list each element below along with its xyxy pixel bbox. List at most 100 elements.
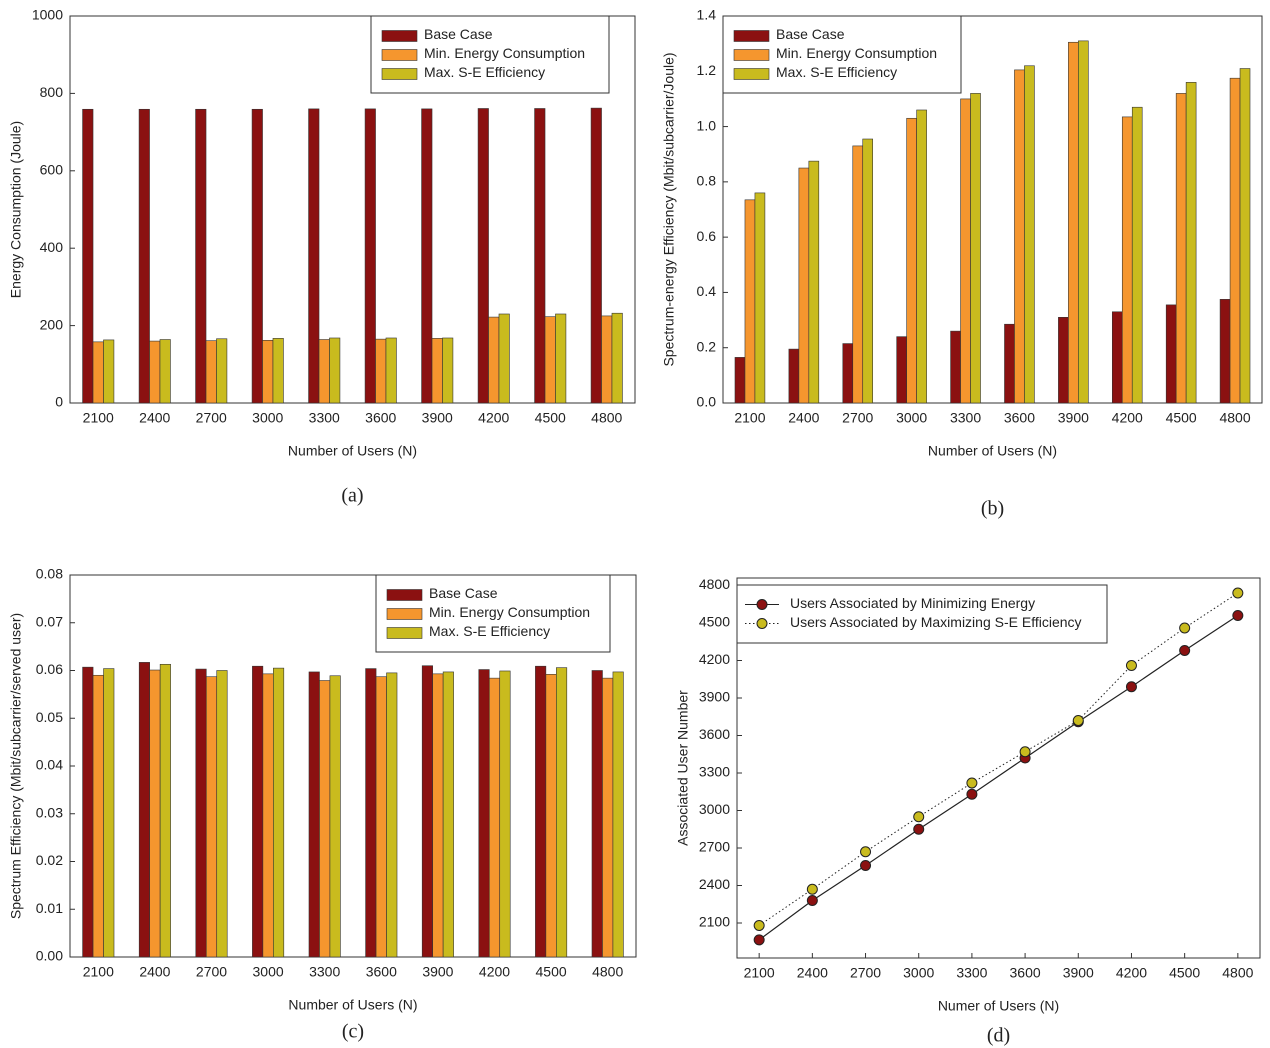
y-tick-label: 0.0 [697, 394, 717, 410]
marker [860, 860, 872, 871]
legend-swatch [381, 30, 418, 42]
marker [1232, 587, 1244, 599]
bar [1014, 69, 1025, 404]
bar [1131, 106, 1143, 404]
bar [556, 667, 568, 958]
bar [159, 339, 171, 404]
legend-swatch [381, 68, 418, 80]
y-axis-label: Energy Consumption (Joule) [8, 121, 24, 298]
y-tick-label: 2100 [699, 914, 730, 930]
bar [318, 339, 330, 404]
y-tick-label: 0.4 [697, 283, 717, 299]
bar [808, 160, 820, 404]
bar [970, 93, 981, 404]
x-tick-label: 4800 [1222, 965, 1253, 981]
legend-label: Base Case [776, 26, 845, 42]
caption: (b) [981, 498, 1004, 520]
y-tick-label: 3300 [699, 764, 730, 780]
y-tick-label: 0.6 [697, 228, 717, 244]
x-tick-label: 4200 [479, 964, 510, 980]
bar [272, 338, 284, 404]
bar [1121, 116, 1133, 404]
bar [734, 357, 746, 404]
bar [488, 677, 501, 958]
bar [252, 665, 264, 958]
legend-label: Users Associated by Minimizing Energy [790, 595, 1035, 611]
bar [1185, 82, 1197, 404]
marker [1072, 715, 1084, 726]
x-tick-label: 3600 [365, 410, 396, 426]
x-tick-label: 3300 [309, 964, 340, 980]
bar [386, 672, 398, 958]
y-tick-label: 200 [40, 316, 64, 332]
y-tick-label: 3900 [699, 689, 730, 705]
bar [1229, 77, 1241, 404]
y-tick-label: 0.08 [36, 566, 63, 582]
bar [1111, 311, 1123, 404]
legend-label: Users Associated by Maximizing S-E Effic… [790, 614, 1082, 630]
bar [365, 668, 377, 958]
bar [364, 108, 376, 404]
marker [1125, 660, 1137, 671]
y-tick-label: 0.00 [36, 948, 63, 964]
bar [138, 108, 150, 404]
bar [862, 138, 874, 404]
x-tick-label: 4500 [535, 410, 566, 426]
bar [555, 313, 567, 404]
y-tick-label: 800 [40, 84, 64, 100]
x-tick-label: 2100 [744, 965, 775, 981]
bar [195, 108, 207, 404]
bar [590, 107, 602, 404]
x-tick-label: 4200 [1116, 965, 1147, 981]
x-tick-label: 2100 [83, 964, 114, 980]
bar [262, 340, 274, 404]
x-tick-label: 2400 [797, 965, 828, 981]
x-tick-label: 2400 [139, 964, 170, 980]
y-tick-label: 0 [55, 394, 63, 410]
x-tick-label: 3300 [956, 965, 987, 981]
legend: Base Case Min. Energy Consumption Max. S-E… [370, 15, 610, 94]
bar [478, 669, 490, 958]
y-axis-label: Associated User Number [675, 690, 691, 846]
series-line [758, 614, 1239, 941]
bar [1024, 65, 1035, 404]
y-tick-label: 0.03 [36, 804, 63, 820]
y-tick-label: 4500 [699, 614, 730, 630]
bar [216, 670, 228, 958]
x-tick-label: 3900 [1058, 410, 1089, 426]
x-tick-label: 2700 [850, 965, 881, 981]
bar [852, 145, 864, 404]
bar [103, 339, 115, 404]
bar [1219, 299, 1231, 404]
bar [744, 199, 756, 404]
bar [798, 167, 810, 404]
bar [216, 338, 228, 404]
plot-frame [722, 15, 1263, 404]
caption: (a) [341, 485, 363, 507]
y-tick-label: 0.02 [36, 852, 63, 868]
bar [329, 337, 341, 404]
legend-label: Base Case [429, 585, 498, 601]
y-tick-label: 3600 [699, 726, 730, 742]
bar [754, 192, 766, 404]
bar [82, 108, 94, 404]
bar [611, 312, 623, 404]
y-tick-label: 2700 [699, 839, 730, 855]
y-tick-label: 0.8 [697, 173, 717, 189]
legend-label: Max. S-E Efficiency [776, 64, 897, 80]
legend-marker [756, 618, 768, 629]
y-tick-label: 1.4 [697, 7, 717, 23]
legend-label: Base Case [424, 26, 493, 42]
x-tick-label: 2100 [83, 410, 114, 426]
legend-swatch [386, 627, 423, 639]
bar [442, 671, 454, 958]
caption: (d) [987, 1025, 1010, 1047]
marker [860, 846, 872, 858]
marker [1232, 610, 1244, 621]
bar [159, 663, 171, 958]
legend-label: Max. S-E Efficiency [424, 64, 545, 80]
bar [82, 666, 94, 958]
legend-label: Min. Energy Consumption [776, 45, 937, 61]
marker [1125, 681, 1137, 693]
x-tick-label: 3900 [422, 964, 453, 980]
